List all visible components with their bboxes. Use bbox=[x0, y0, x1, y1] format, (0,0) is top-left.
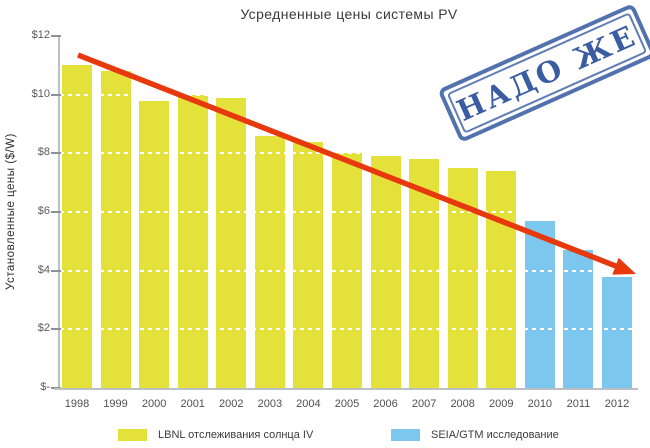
y-axis-line bbox=[58, 36, 60, 390]
y-tick-label-12: $12 bbox=[31, 29, 50, 41]
x-tick-label-2012: 2012 bbox=[604, 398, 630, 410]
gridline-4 bbox=[60, 269, 648, 272]
y-tick-label-10: $10 bbox=[31, 87, 50, 100]
gridline-6 bbox=[60, 211, 648, 213]
bar-2012 bbox=[601, 276, 632, 388]
y-tick-mark-6 bbox=[51, 211, 61, 213]
y-tick-mark-12 bbox=[51, 35, 61, 37]
legend-item-0: LBNL отслеживания солнца IV bbox=[118, 429, 313, 441]
bar-2003 bbox=[254, 135, 285, 388]
x-tick-label-2006: 2006 bbox=[373, 398, 398, 410]
gridline-8 bbox=[60, 152, 648, 155]
x-tick-label-2009: 2009 bbox=[489, 398, 514, 410]
bar-1999 bbox=[100, 71, 131, 388]
x-tick-label-2000: 2000 bbox=[141, 398, 167, 410]
bar-2004 bbox=[293, 141, 324, 388]
gridline-2 bbox=[60, 328, 648, 331]
legend-label-0: LBNL отслеживания солнца IV bbox=[158, 429, 314, 441]
y-tick-label-4: $4 bbox=[37, 263, 50, 276]
bar-2010 bbox=[524, 220, 555, 388]
x-tick-label-2011: 2011 bbox=[566, 398, 591, 410]
bar-2007 bbox=[409, 159, 440, 388]
x-tick-label-2010: 2010 bbox=[527, 398, 553, 410]
bar-1998 bbox=[62, 65, 92, 388]
y-tick-mark-2 bbox=[51, 328, 61, 331]
bar-2001 bbox=[177, 94, 208, 388]
chart-legend: LBNL отслеживания солнца IV SEIA/GTM иссл… bbox=[0, 429, 650, 447]
x-tick-label-2008: 2008 bbox=[450, 398, 475, 410]
y-tick-mark-4 bbox=[51, 269, 61, 272]
y-tick-mark-8 bbox=[51, 152, 61, 155]
legend-item-1: SEIA/GTM исследование bbox=[391, 429, 559, 441]
y-tick-label-0: $- bbox=[40, 381, 50, 393]
legend-swatch-1 bbox=[391, 429, 420, 441]
y-tick-mark-10 bbox=[51, 93, 61, 96]
y-tick-label-6: $6 bbox=[37, 205, 50, 217]
x-tick-label-2003: 2003 bbox=[257, 398, 283, 410]
bar-2002 bbox=[216, 97, 247, 388]
bar-2008 bbox=[447, 168, 478, 388]
chart-title: Усредненные цены системы PV bbox=[240, 6, 458, 22]
x-tick-label-2004: 2004 bbox=[296, 398, 321, 410]
x-tick-label-2002: 2002 bbox=[219, 398, 244, 410]
gridline-12 bbox=[60, 35, 648, 37]
bar-2000 bbox=[139, 100, 170, 388]
x-axis-line bbox=[54, 388, 638, 390]
x-tick-label-2007: 2007 bbox=[411, 398, 437, 410]
bar-2009 bbox=[486, 170, 517, 388]
bar-2011 bbox=[563, 250, 594, 388]
y-tick-label-8: $8 bbox=[37, 146, 50, 159]
bar-2006 bbox=[370, 156, 401, 388]
legend-label-1: SEIA/GTM исследование bbox=[431, 429, 559, 441]
x-tick-label-2001: 2001 bbox=[180, 398, 205, 410]
x-tick-label-2005: 2005 bbox=[334, 398, 360, 410]
x-tick-label-1999: 1999 bbox=[103, 398, 128, 410]
legend-swatch-0 bbox=[118, 429, 147, 441]
x-tick-label-1998: 1998 bbox=[64, 398, 90, 410]
y-tick-label-2: $2 bbox=[37, 322, 50, 335]
